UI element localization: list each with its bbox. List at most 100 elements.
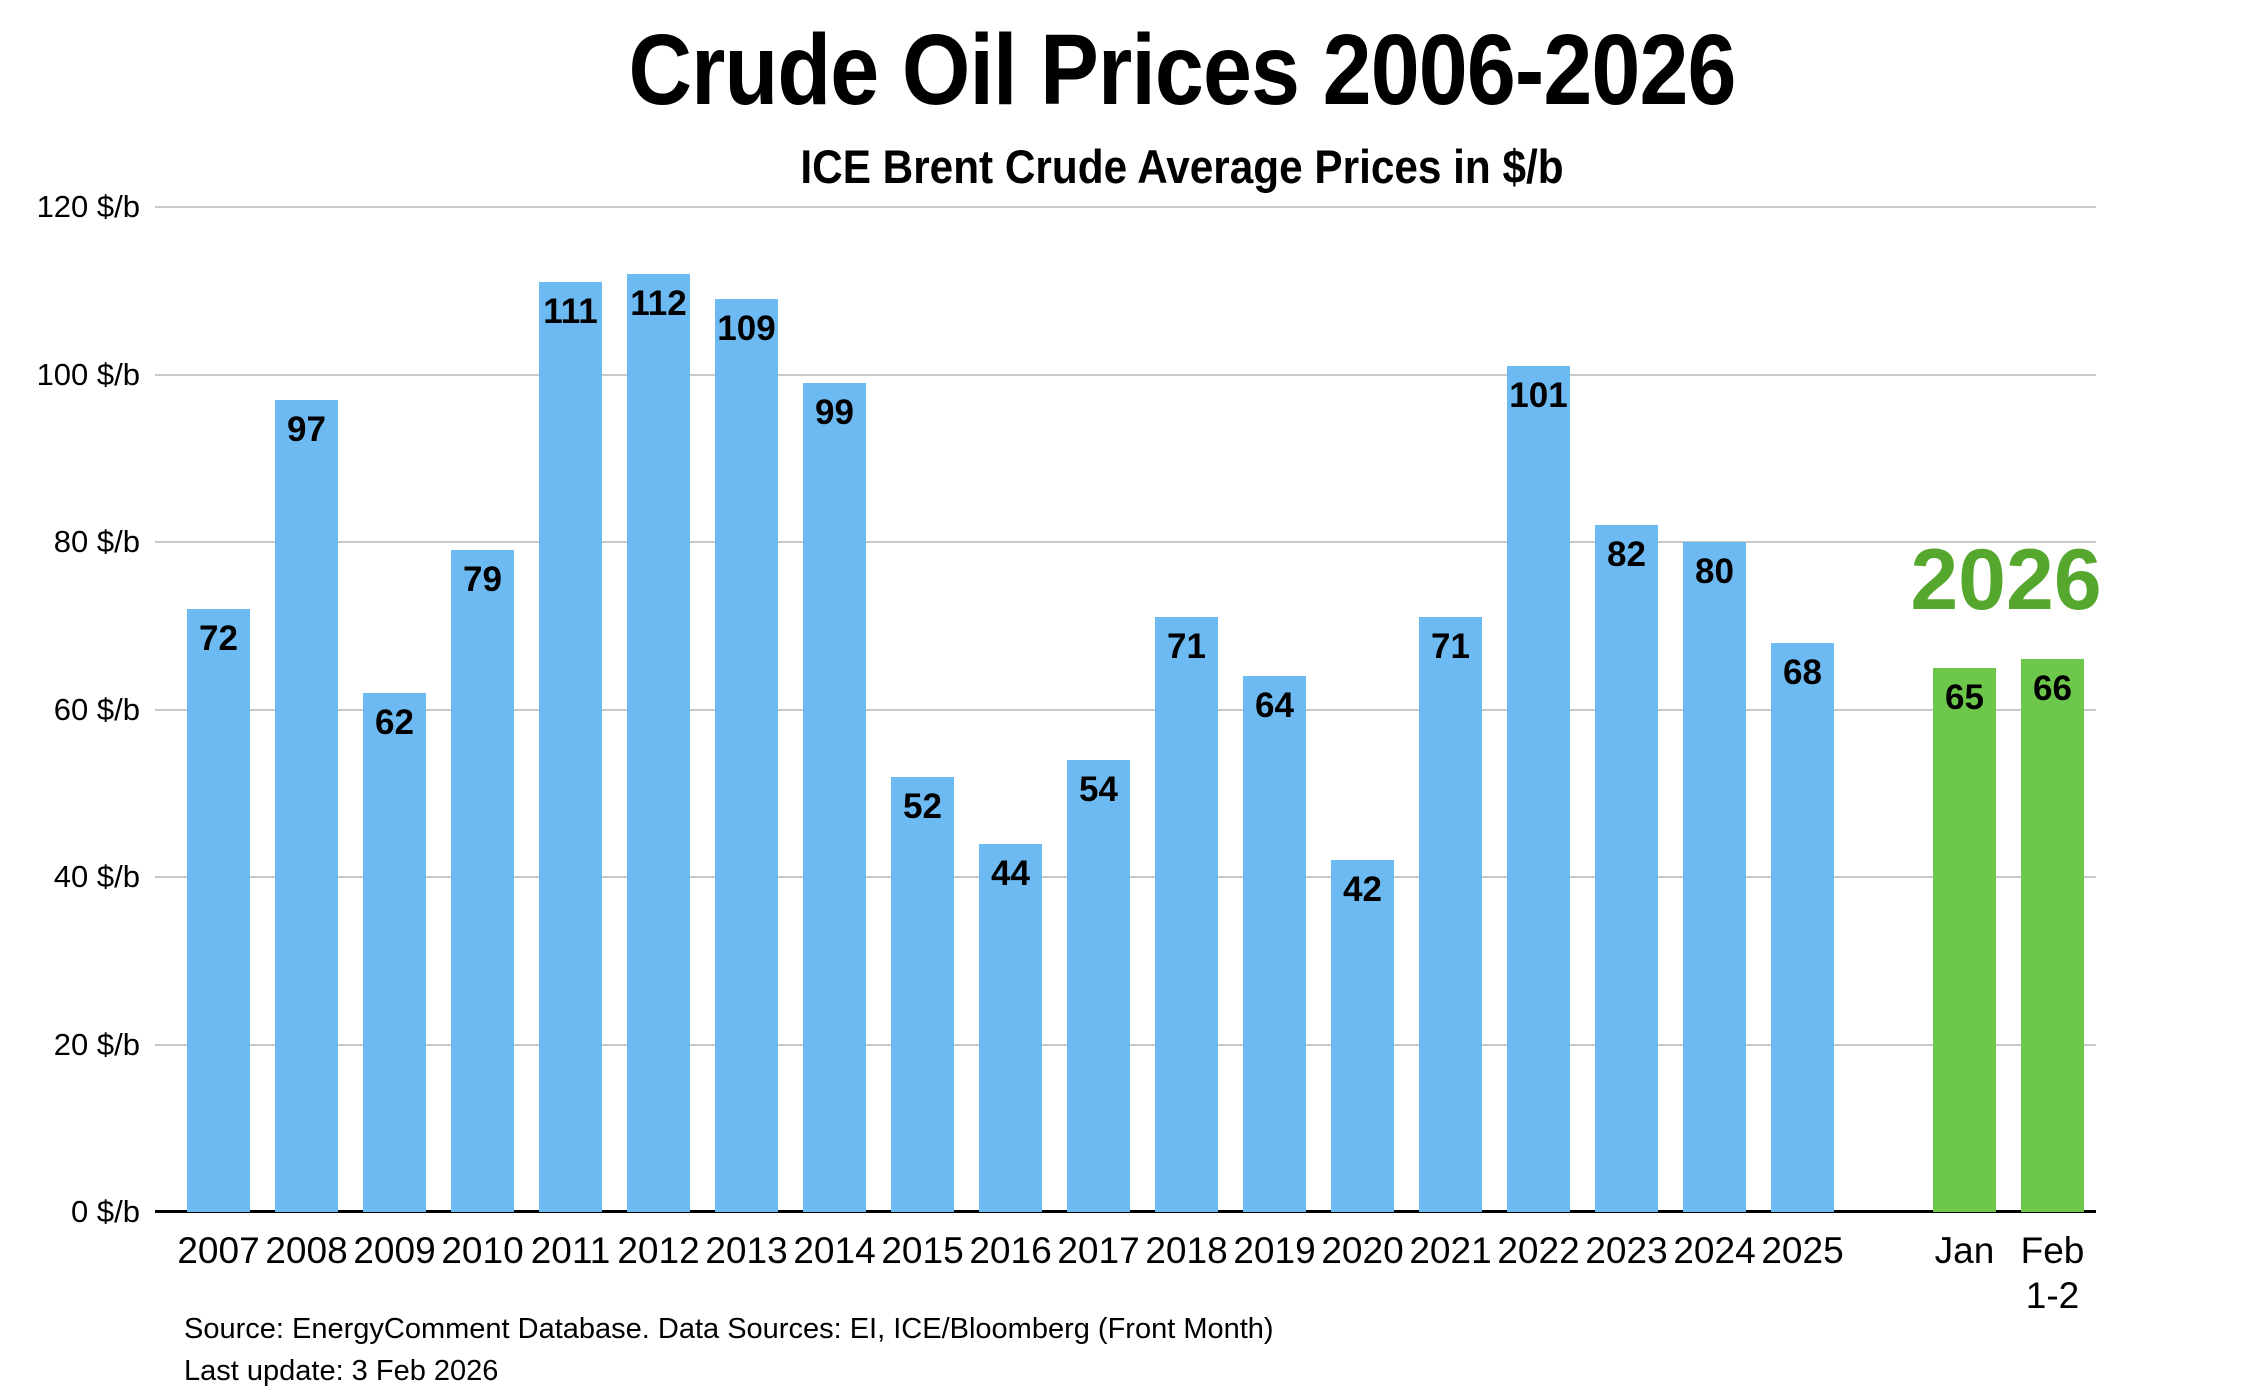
- x-axis-label-2007: 2007: [159, 1228, 279, 1273]
- gridline-60: [155, 708, 2096, 711]
- bar-value-2011: 111: [543, 292, 598, 332]
- y-axis-label-100: 100 $/b: [36, 356, 140, 392]
- bar-value-2022: 101: [1509, 376, 1568, 416]
- bar-2020: 42: [1331, 860, 1394, 1212]
- bar-2025: 68: [1771, 642, 1834, 1212]
- bar-value-2008: 97: [287, 409, 326, 449]
- x-axis-label-2020: 2020: [1303, 1228, 1423, 1273]
- x-axis-label-text: 2013: [705, 1230, 788, 1271]
- bar-value-2017: 54: [1079, 769, 1118, 809]
- gridline-100: [155, 373, 2096, 376]
- x-axis-label-2013: 2013: [687, 1228, 807, 1273]
- x-axis-label-Feb: Feb 1-2: [1993, 1228, 2113, 1318]
- x-axis-label-text: 2021: [1409, 1230, 1492, 1271]
- x-axis-label-text: 2010: [441, 1230, 524, 1271]
- bar-Jan: 65: [1933, 667, 1996, 1212]
- bar-2016: 44: [979, 843, 1042, 1212]
- x-axis-label-2023: 2023: [1567, 1228, 1687, 1273]
- x-axis-label-text: 2011: [530, 1230, 611, 1271]
- x-axis-label-2014: 2014: [775, 1228, 895, 1273]
- x-axis-label-2009: 2009: [335, 1228, 455, 1273]
- x-axis-label-text: 2012: [617, 1230, 700, 1271]
- bar-value-2007: 72: [199, 619, 238, 658]
- bar-2021: 71: [1419, 617, 1482, 1212]
- bar-value-2024: 80: [1695, 552, 1734, 591]
- x-axis-label-text: 2018: [1145, 1230, 1228, 1271]
- bar-2007: 72: [187, 609, 250, 1212]
- bar-value-2025: 68: [1783, 652, 1822, 692]
- bar-value-2016: 44: [991, 853, 1030, 893]
- source-line-2: Last update: 3 Feb 2026: [184, 1355, 499, 1387]
- bar-2014: 99: [803, 382, 866, 1212]
- bar-value-2019: 64: [1255, 686, 1294, 725]
- bar-value-2023: 82: [1607, 535, 1646, 575]
- x-axis-label-text: 2016: [969, 1230, 1052, 1271]
- x-axis-label-text: 2024: [1673, 1230, 1756, 1271]
- x-axis-label-text: Jan: [1934, 1230, 1995, 1271]
- y-axis-label-80: 80 $/b: [53, 524, 140, 559]
- x-axis-label-2024: 2024: [1655, 1228, 1775, 1273]
- x-axis-sublabel-text: 1-2: [2025, 1275, 2080, 1316]
- bar-value-2013: 109: [717, 309, 776, 349]
- bar-2011: 111: [539, 282, 602, 1212]
- bar-2009: 62: [363, 692, 426, 1212]
- chart-title-text: Crude Oil Prices 2006-2026: [628, 14, 1736, 126]
- x-axis-label-text: 2022: [1497, 1230, 1580, 1271]
- forecast-year-annotation: 2026: [1910, 532, 2102, 628]
- gridline-80: [155, 541, 2096, 543]
- chart-subtitle: ICE Brent Crude Average Prices in $/b: [0, 140, 2254, 194]
- x-axis-label-text: 2014: [793, 1230, 876, 1271]
- bar-2019: 64: [1243, 676, 1306, 1212]
- x-axis-label-text: 2007: [177, 1230, 260, 1271]
- bar-2022: 101: [1507, 366, 1570, 1212]
- x-axis-label-text: 2020: [1321, 1230, 1404, 1271]
- y-axis-label-40: 40 $/b: [53, 859, 140, 894]
- x-axis-label-2016: 2016: [951, 1228, 1071, 1273]
- bar-2013: 109: [715, 299, 778, 1212]
- bar-2017: 54: [1067, 759, 1130, 1212]
- x-axis-label-2021: 2021: [1391, 1228, 1511, 1273]
- bar-value-Feb: 66: [2033, 669, 2072, 709]
- bar-value-2014: 99: [815, 392, 854, 432]
- chart-subtitle-text: ICE Brent Crude Average Prices in $/b: [800, 140, 1564, 193]
- gridline-120: [155, 206, 2096, 208]
- source-line-1: Source: EnergyComment Database. Data Sou…: [184, 1313, 1274, 1345]
- bar-2012: 112: [627, 274, 690, 1212]
- x-axis-label-Jan: Jan: [1905, 1228, 2025, 1273]
- x-axis-label-text: 2023: [1585, 1230, 1668, 1271]
- bar-2023: 82: [1595, 525, 1658, 1212]
- y-axis-label-120: 120 $/b: [36, 189, 140, 224]
- bar-2018: 71: [1155, 617, 1218, 1212]
- x-axis-label-text: 2017: [1057, 1230, 1140, 1271]
- chart-title: Crude Oil Prices 2006-2026: [0, 14, 2254, 126]
- x-axis-label-text: 2015: [881, 1230, 964, 1271]
- x-axis-label-2012: 2012: [599, 1228, 719, 1273]
- bar-value-Jan: 65: [1945, 677, 1984, 717]
- bar-value-2010: 79: [463, 560, 502, 600]
- bar-value-2015: 52: [903, 786, 942, 826]
- y-axis-label-0: 0 $/b: [71, 1194, 140, 1229]
- bar-value-2021: 71: [1431, 627, 1470, 667]
- x-axis-label-2015: 2015: [863, 1228, 983, 1273]
- x-axis-label-text: 2025: [1761, 1230, 1844, 1271]
- x-axis-label-2017: 2017: [1039, 1228, 1159, 1273]
- x-axis-label-2022: 2022: [1479, 1228, 1599, 1273]
- bar-2008: 97: [275, 399, 338, 1212]
- x-axis-label-text: 2019: [1233, 1230, 1316, 1271]
- x-axis-label-text: 2009: [353, 1230, 436, 1271]
- bar-value-2009: 62: [375, 702, 414, 742]
- x-axis-label-2008: 2008: [247, 1228, 367, 1273]
- bar-value-2012: 112: [630, 284, 687, 323]
- x-axis-label-text: Feb: [2020, 1230, 2085, 1271]
- x-axis-label-2010: 2010: [423, 1228, 543, 1273]
- bar-2024: 80: [1683, 542, 1746, 1212]
- x-axis-label-2018: 2018: [1127, 1228, 1247, 1273]
- y-axis-label-60: 60 $/b: [53, 691, 140, 727]
- y-axis-label-20: 20 $/b: [53, 1026, 140, 1062]
- bar-Feb: 66: [2021, 659, 2084, 1212]
- bar-2015: 52: [891, 776, 954, 1212]
- bar-2010: 79: [451, 550, 514, 1212]
- x-axis-label-2011: 2011: [511, 1228, 631, 1273]
- bar-value-2020: 42: [1343, 870, 1382, 910]
